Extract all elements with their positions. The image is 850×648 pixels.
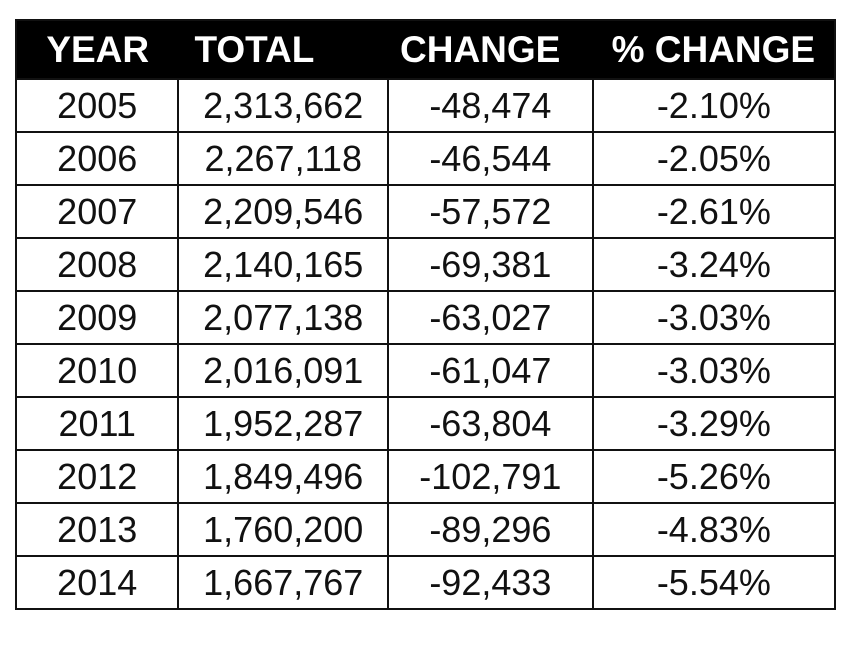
- pct-change-cell: -5.54%: [591, 555, 837, 610]
- change-cell: -48,474: [387, 78, 594, 133]
- total-cell: 2,313,662: [177, 78, 390, 133]
- table-row: 2010 2,016,091 -61,047 -3.03%: [14, 343, 837, 398]
- change-cell: -61,047: [387, 343, 594, 398]
- table-row: 2014 1,667,767 -92,433 -5.54%: [14, 555, 837, 610]
- total-cell: 1,952,287: [177, 396, 390, 451]
- total-cell: 2,267,118: [177, 131, 390, 186]
- year-cell: 2011: [14, 396, 180, 451]
- change-cell: -92,433: [387, 555, 594, 610]
- table-row: 2009 2,077,138 -63,027 -3.03%: [14, 290, 837, 345]
- year-cell: 2006: [14, 131, 180, 186]
- pct-change-cell: -2.10%: [591, 78, 837, 133]
- table-row: 2007 2,209,546 -57,572 -2.61%: [14, 184, 837, 239]
- year-cell: 2012: [14, 449, 180, 504]
- table-row: 2006 2,267,118 -46,544 -2.05%: [14, 131, 837, 186]
- year-cell: 2008: [14, 237, 180, 292]
- change-cell: -89,296: [387, 502, 594, 557]
- table-row: 2008 2,140,165 -69,381 -3.24%: [14, 237, 837, 292]
- year-cell: 2005: [14, 78, 180, 133]
- change-cell: -57,572: [387, 184, 594, 239]
- total-cell: 2,077,138: [177, 290, 390, 345]
- year-cell: 2013: [14, 502, 180, 557]
- pct-change-cell: -4.83%: [591, 502, 837, 557]
- pct-change-cell: -3.03%: [591, 343, 837, 398]
- total-cell: 2,209,546: [177, 184, 390, 239]
- pct-change-cell: -3.29%: [591, 396, 837, 451]
- year-cell: 2014: [14, 555, 180, 610]
- table-row: 2011 1,952,287 -63,804 -3.29%: [14, 396, 837, 451]
- header-total: TOTAL: [178, 20, 389, 79]
- year-cell: 2009: [14, 290, 180, 345]
- header-year: YEAR: [16, 20, 179, 79]
- total-cell: 1,760,200: [177, 502, 390, 557]
- total-cell: 2,140,165: [177, 237, 390, 292]
- total-cell: 1,667,767: [177, 555, 390, 610]
- pct-change-cell: -5.26%: [591, 449, 837, 504]
- total-cell: 2,016,091: [177, 343, 390, 398]
- table-row: 2013 1,760,200 -89,296 -4.83%: [14, 502, 837, 557]
- table-row: 2012 1,849,496 -102,791 -5.26%: [14, 449, 837, 504]
- change-cell: -63,804: [387, 396, 594, 451]
- header-row: YEAR TOTAL CHANGE % CHANGE: [16, 20, 835, 79]
- year-cell: 2010: [14, 343, 180, 398]
- pct-change-cell: -3.03%: [591, 290, 837, 345]
- change-cell: -63,027: [387, 290, 594, 345]
- total-cell: 1,849,496: [177, 449, 390, 504]
- data-table: YEAR TOTAL CHANGE % CHANGE 2005 2,313,662…: [14, 19, 837, 610]
- table-row: 2005 2,313,662 -48,474 -2.10%: [14, 78, 837, 133]
- pct-change-cell: -2.61%: [591, 184, 837, 239]
- header-change: CHANGE: [388, 20, 593, 79]
- pct-change-cell: -2.05%: [591, 131, 837, 186]
- pct-change-cell: -3.24%: [591, 237, 837, 292]
- year-cell: 2007: [14, 184, 180, 239]
- change-cell: -102,791: [387, 449, 594, 504]
- header-pct-change: % CHANGE: [592, 20, 835, 79]
- change-cell: -69,381: [387, 237, 594, 292]
- change-cell: -46,544: [387, 131, 594, 186]
